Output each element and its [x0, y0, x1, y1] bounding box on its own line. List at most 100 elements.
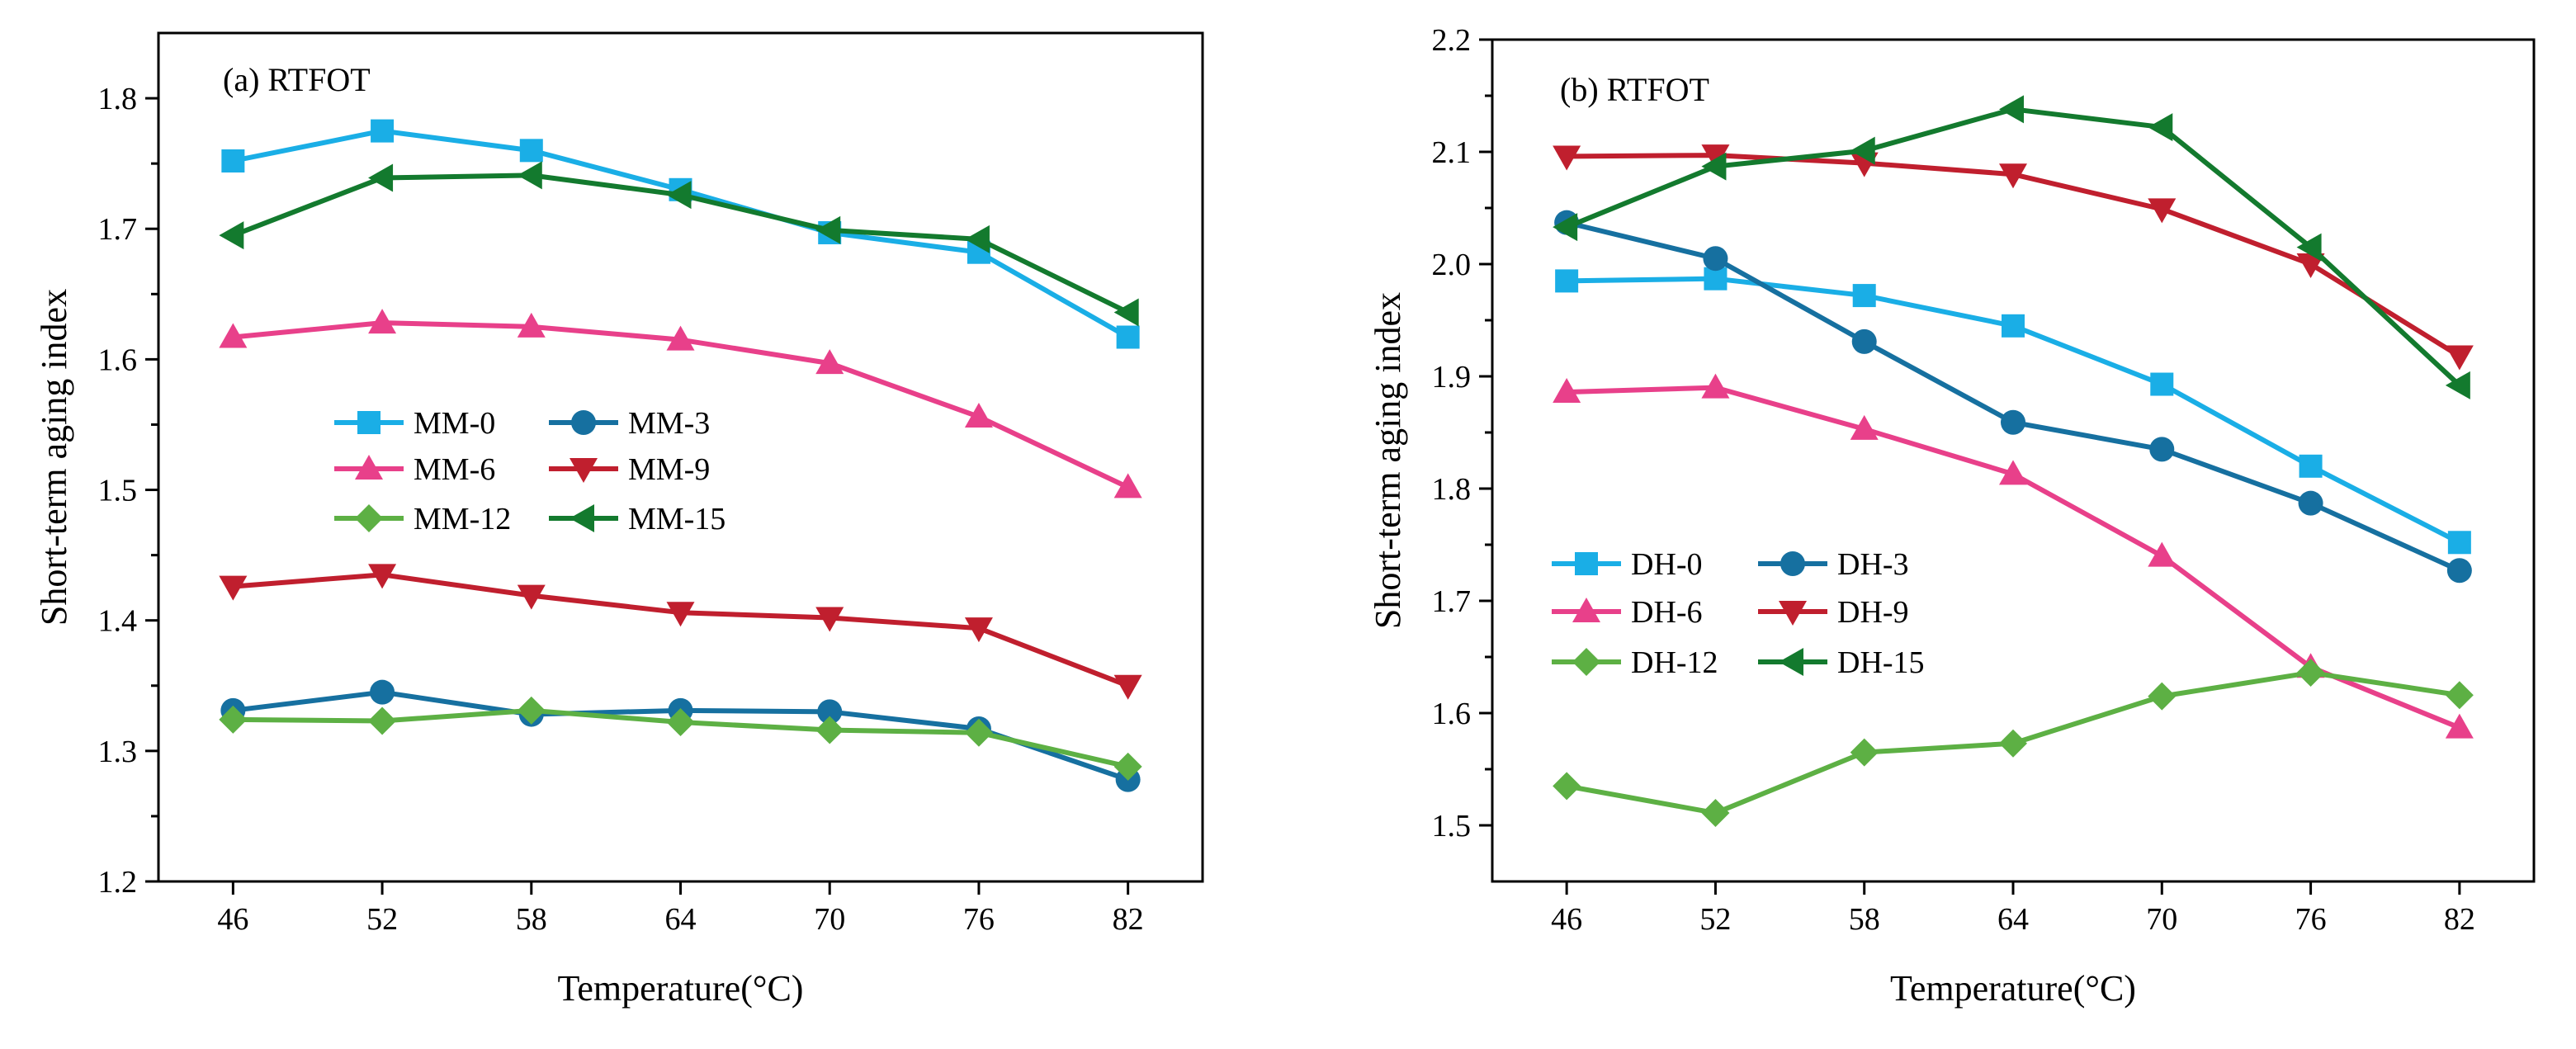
- x-tick-label: 46: [1551, 902, 1582, 937]
- data-point: [666, 602, 695, 627]
- x-tick-label: 64: [1997, 902, 2029, 937]
- data-point: [370, 679, 395, 705]
- data-point: [1701, 799, 1730, 828]
- data-point: [2148, 541, 2177, 567]
- legend-label: DH-12: [1631, 645, 1718, 680]
- data-point: [371, 119, 395, 143]
- y-tick-label: 1.2: [98, 865, 138, 900]
- x-tick-label: 70: [814, 902, 845, 937]
- legend-marker: [355, 455, 383, 480]
- data-point: [1553, 378, 1581, 404]
- data-point: [1999, 95, 2024, 124]
- data-point: [368, 706, 397, 735]
- legend-item: MM-9: [549, 452, 710, 487]
- data-point: [368, 309, 397, 334]
- legend-label: DH-6: [1631, 595, 1703, 630]
- data-point: [1701, 373, 1730, 399]
- data-point: [815, 215, 841, 244]
- data-point: [517, 584, 546, 610]
- data-point: [815, 607, 844, 632]
- data-point: [2445, 371, 2470, 399]
- data-point: [368, 564, 397, 589]
- y-tick-label: 1.7: [98, 212, 138, 247]
- legend-item: MM-0: [334, 406, 495, 441]
- data-point: [2148, 198, 2177, 224]
- legend-marker: [570, 504, 594, 532]
- data-point: [666, 181, 692, 210]
- y-tick-label: 1.6: [1432, 697, 1472, 731]
- data-point: [1113, 752, 1142, 781]
- data-point: [519, 139, 543, 163]
- data-point: [219, 323, 248, 348]
- series-line: [1566, 106, 2461, 388]
- legend-marker: [1572, 598, 1600, 622]
- legend-marker: [1779, 648, 1803, 676]
- legend-label: MM-9: [628, 452, 710, 487]
- legend-label: MM-6: [414, 452, 495, 487]
- x-tick-label: 58: [516, 902, 547, 937]
- legend-item: MM-3: [549, 406, 710, 441]
- data-point: [1850, 738, 1879, 767]
- data-point: [1553, 772, 1581, 801]
- x-tick-label: 76: [2295, 902, 2327, 937]
- legend-label: DH-0: [1631, 547, 1703, 582]
- legend-item: DH-9: [1758, 595, 1909, 630]
- y-axis-title: Short-term aging index: [34, 289, 74, 626]
- data-point: [219, 705, 248, 734]
- panel-b: 46 52 58 64 70 76 82 1.5 1.6 1.7 1.8 1.9 2.0 2.1 2.2 Te…: [1368, 23, 2536, 1009]
- data-point: [2445, 345, 2474, 371]
- y-tick-label: 1.3: [98, 735, 138, 769]
- data-point: [1553, 213, 1578, 242]
- data-point: [517, 696, 546, 725]
- data-point: [2296, 233, 2322, 262]
- legend-item: MM-15: [549, 502, 726, 536]
- data-point: [517, 161, 542, 190]
- legend-item: MM-12: [334, 502, 511, 536]
- x-tick-label: 76: [963, 902, 995, 937]
- legend-item: DH-3: [1758, 547, 1909, 582]
- y-tick-label: 1.8: [1432, 472, 1472, 507]
- data-point: [221, 149, 245, 172]
- legend-marker: [1779, 601, 1807, 626]
- legend-item: MM-6: [334, 452, 495, 487]
- legend-label: MM-12: [414, 502, 511, 536]
- legend-label: MM-0: [414, 406, 495, 441]
- data-point: [2296, 659, 2325, 688]
- data-point: [219, 575, 248, 601]
- legend-marker: [571, 410, 596, 435]
- data-point: [1999, 460, 2027, 485]
- legend-label: DH-9: [1837, 595, 1909, 630]
- data-point: [2148, 682, 2177, 711]
- x-tick-label: 82: [1113, 902, 1144, 937]
- data-point: [1116, 325, 1140, 349]
- series-dh-12: [1553, 659, 2474, 828]
- legend-marker: [570, 458, 598, 483]
- data-point: [666, 325, 695, 351]
- data-point: [1850, 414, 1879, 440]
- legend-marker: [1575, 552, 1598, 575]
- data-point: [1852, 284, 1876, 308]
- data-point: [2001, 409, 2025, 435]
- data-point: [1851, 328, 1877, 354]
- data-point: [1113, 473, 1142, 499]
- legend-label: DH-15: [1837, 645, 1925, 680]
- legend-marker: [357, 411, 380, 434]
- y-tick-label: 2.0: [1432, 248, 1472, 282]
- data-point: [1999, 729, 2027, 758]
- y-axis-title: Short-term aging index: [1368, 292, 1408, 629]
- x-tick-label: 52: [366, 902, 398, 937]
- x-axis-title: Temperature(°C): [1890, 968, 2136, 1009]
- y-tick-label: 1.8: [98, 82, 138, 116]
- x-tick-label: 70: [2146, 902, 2177, 937]
- legend-item: DH-6: [1552, 595, 1703, 630]
- data-point: [1999, 163, 2027, 189]
- data-point: [1850, 136, 1875, 165]
- series-mm-6: [219, 309, 1142, 499]
- x-tick-label: 58: [1849, 902, 1880, 937]
- data-point: [817, 699, 843, 725]
- data-point: [1701, 144, 1730, 170]
- data-point: [1113, 674, 1142, 700]
- data-point: [368, 163, 394, 192]
- legend-item: DH-12: [1552, 645, 1718, 680]
